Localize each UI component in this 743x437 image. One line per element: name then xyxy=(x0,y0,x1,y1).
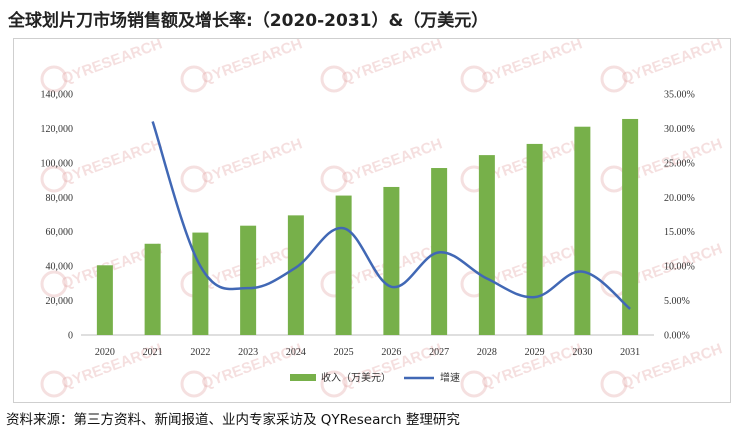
right-axis-tick-label: 25.00% xyxy=(664,158,695,169)
x-axis-tick-label: 2020 xyxy=(95,347,115,358)
watermark-logo: QYRESEARCH xyxy=(600,39,725,93)
svg-text:QYRESEARCH: QYRESEARCH xyxy=(339,39,444,87)
svg-text:QYRESEARCH: QYRESEARCH xyxy=(199,39,304,87)
x-axis-tick-label: 2028 xyxy=(477,347,497,358)
bar-revenue xyxy=(526,143,543,335)
x-axis-tick-label: 2023 xyxy=(238,347,258,358)
bar-revenue xyxy=(144,243,161,335)
svg-text:QYRESEARCH: QYRESEARCH xyxy=(59,135,164,187)
left-axis-tick-label: 100,000 xyxy=(41,158,74,169)
bar-revenue xyxy=(240,225,257,335)
watermark-logo: QYRESEARCH xyxy=(180,135,305,193)
left-axis-tick-label: 120,000 xyxy=(41,124,74,135)
left-axis-tick-label: 140,000 xyxy=(41,90,74,101)
right-axis-tick-label: 10.00% xyxy=(664,262,695,273)
left-axis-tick-label: 40,000 xyxy=(46,262,74,273)
watermark-logo: QYRESEARCH xyxy=(40,39,165,93)
bar-revenue xyxy=(383,186,400,335)
right-axis-tick-label: 0.00% xyxy=(664,331,690,342)
legend-label-growth: 增速 xyxy=(440,371,460,384)
x-axis-tick-label: 2024 xyxy=(286,347,306,358)
x-axis-tick-label: 2030 xyxy=(572,347,592,358)
left-axis-tick-label: 80,000 xyxy=(46,193,74,204)
bar-revenue xyxy=(335,195,352,335)
x-axis-tick-label: 2029 xyxy=(525,347,545,358)
watermark-logo: QYRESEARCH xyxy=(180,39,305,93)
svg-text:QYRESEARCH: QYRESEARCH xyxy=(619,39,724,87)
x-axis-tick-label: 2025 xyxy=(334,347,354,358)
svg-text:QYRESEARCH: QYRESEARCH xyxy=(59,39,164,87)
x-axis-tick-label: 2031 xyxy=(620,347,640,358)
source-note: 资料来源：第三方资料、新闻报道、业内专家采访及 QYResearch 整理研究 xyxy=(6,412,460,428)
svg-text:QYRESEARCH: QYRESEARCH xyxy=(339,135,444,187)
watermark-logo: QYRESEARCH xyxy=(460,39,585,93)
x-axis-tick-label: 2021 xyxy=(143,347,163,358)
right-axis-tick-label: 15.00% xyxy=(664,227,695,238)
svg-text:QYRESEARCH: QYRESEARCH xyxy=(199,135,304,187)
chart-frame: QYRESEARCH QYRESEARCH QYRESEARCH QYRESEARCH… xyxy=(13,38,731,403)
bar-revenue xyxy=(287,215,304,335)
left-axis-tick-label: 0 xyxy=(68,331,73,342)
right-axis-tick-label: 35.00% xyxy=(664,90,695,101)
bar-revenue xyxy=(192,232,209,335)
bar-revenue xyxy=(96,265,113,335)
bar-revenue xyxy=(622,118,639,335)
watermark-logo: QYRESEARCH xyxy=(320,39,445,93)
x-axis-tick-label: 2022 xyxy=(190,347,210,358)
right-axis-tick-label: 30.00% xyxy=(664,124,695,135)
legend-label-revenue: 收入（万美元） xyxy=(321,371,391,384)
legend-swatch-revenue xyxy=(290,374,316,381)
left-axis-tick-label: 60,000 xyxy=(46,227,74,238)
x-axis-tick-label: 2026 xyxy=(381,347,401,358)
sales-growth-chart: QYRESEARCH QYRESEARCH QYRESEARCH QYRESEARCH… xyxy=(40,39,725,398)
x-axis-tick-label: 2027 xyxy=(429,347,449,358)
right-axis-tick-label: 20.00% xyxy=(664,193,695,204)
bar-revenue xyxy=(478,155,495,335)
bar-revenue xyxy=(574,126,591,335)
chart-title: 全球划片刀市场销售额及增长率:（2020-2031）&（万美元） xyxy=(8,11,489,31)
watermark-logo: QYRESEARCH xyxy=(320,135,445,193)
svg-text:QYRESEARCH: QYRESEARCH xyxy=(479,39,584,87)
right-axis-tick-label: 5.00% xyxy=(664,296,690,307)
growth-rate-line xyxy=(151,121,631,310)
left-axis-tick-label: 20,000 xyxy=(46,296,74,307)
